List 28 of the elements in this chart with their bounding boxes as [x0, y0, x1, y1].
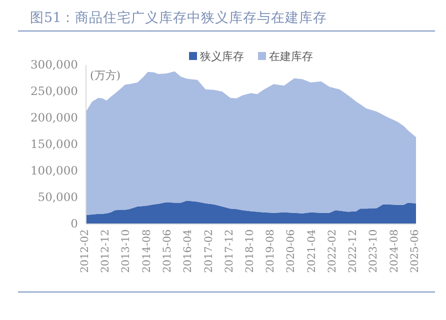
legend-label: 在建库存 [269, 50, 313, 63]
x-tick-label: 2012-12 [100, 229, 112, 273]
y-tick-label: 0 [70, 216, 78, 231]
x-tick-label: 2012-02 [78, 229, 91, 273]
x-tick-label: 2025-06 [408, 228, 421, 273]
x-tick-label: 2022-02 [326, 229, 339, 273]
x-tick-label: 2014-08 [140, 229, 153, 273]
x-tick-label: 2023-10 [368, 229, 380, 273]
x-tick-label: 2021-04 [306, 228, 318, 273]
y-tick-label: 100,000 [30, 164, 78, 178]
x-tick-label: 2017-12 [223, 229, 236, 273]
annotation: (万方) [90, 69, 121, 82]
y-tick-label: 150,000 [30, 137, 78, 152]
x-tick-label: 2017-02 [202, 229, 215, 273]
legend-label: 狭义库存 [200, 50, 244, 63]
x-tick-label: 2013-10 [120, 229, 132, 273]
x-tick-label: 2024-08 [388, 229, 400, 273]
x-tick-label: 2016-04 [182, 228, 194, 273]
x-tick-label: 2015-06 [161, 228, 174, 273]
x-tick-label: 2022-12 [347, 229, 360, 273]
y-tick-label: 250,000 [30, 84, 78, 98]
x-tick-label: 2020-06 [285, 228, 298, 273]
x-tick-label: 2018-10 [244, 229, 256, 273]
y-tick-label: 50,000 [38, 190, 78, 204]
y-tick-label: 300,000 [30, 58, 78, 72]
chart-title: 图51：商品住宅广义库存中狭义库存与在建库存 [30, 10, 328, 26]
x-tick-label: 2019-08 [264, 229, 277, 273]
y-tick-label: 200,000 [30, 110, 78, 125]
